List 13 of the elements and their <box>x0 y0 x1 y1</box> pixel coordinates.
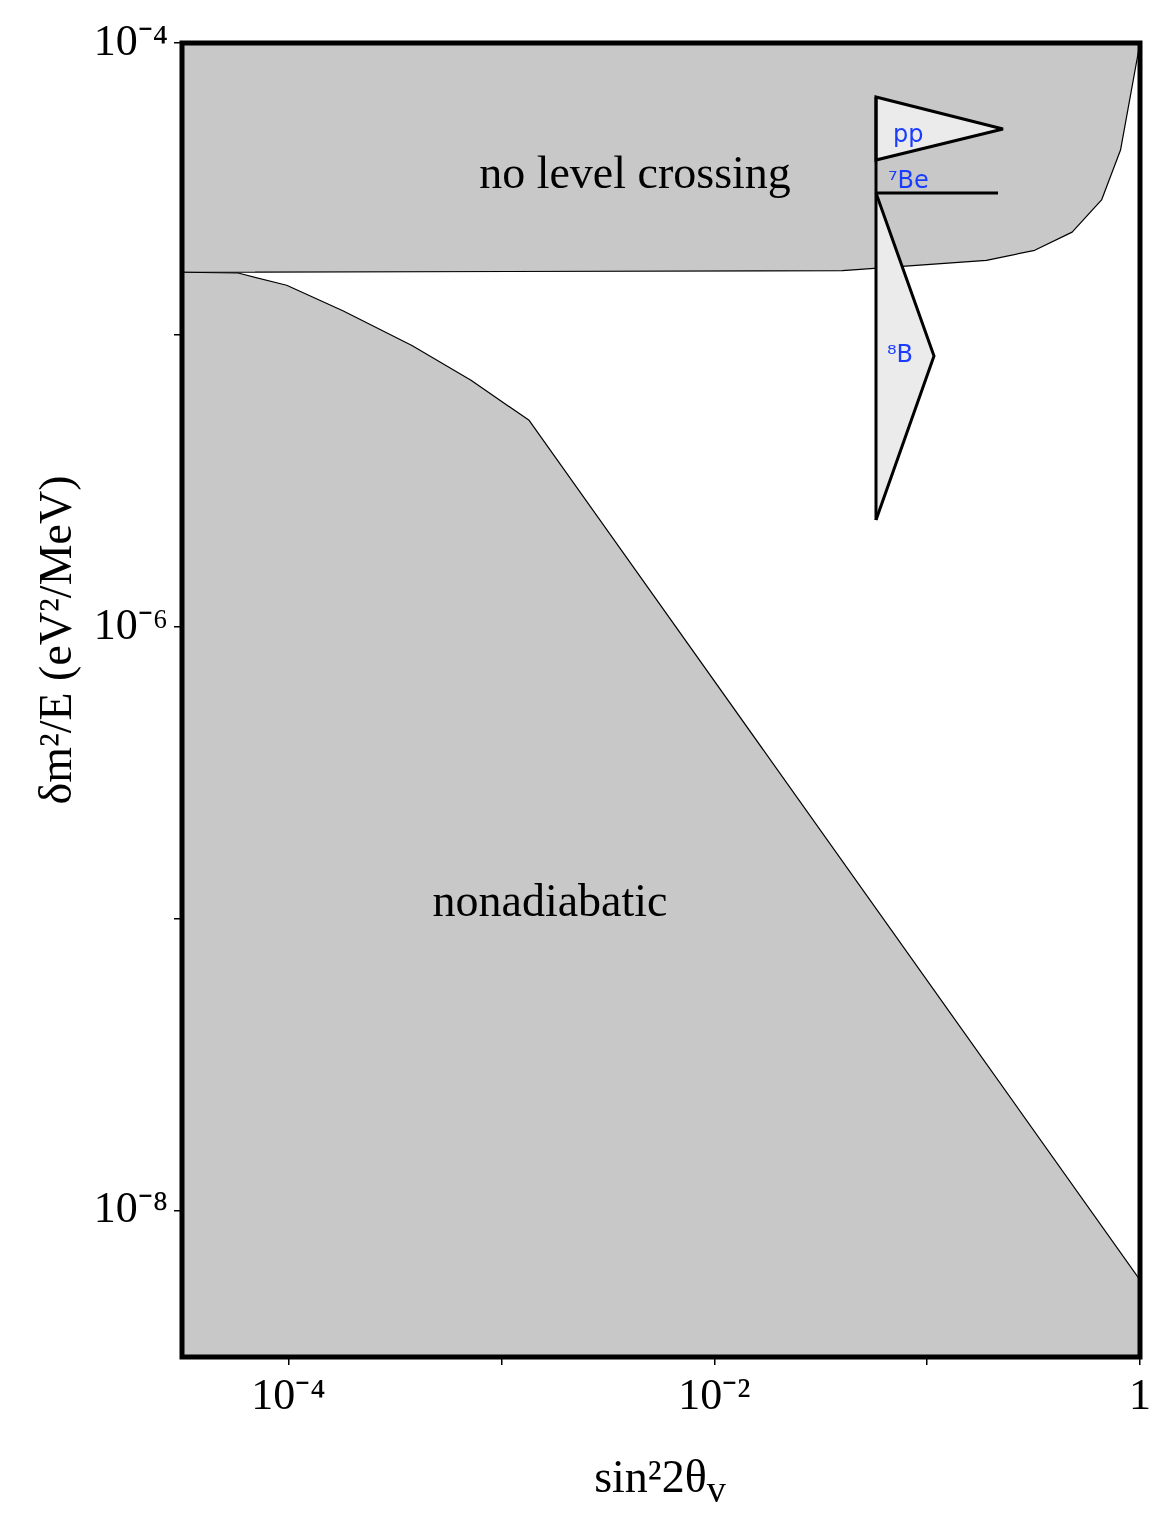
annotation: ⁸B <box>887 340 914 368</box>
annotation: nonadiabatic <box>432 873 668 927</box>
x-tick-label: 10⁻⁴ <box>251 1369 326 1419</box>
x-axis-title: sin²2θ$_{v}$ <box>594 1450 726 1512</box>
x-tick-label: 10⁻² <box>678 1369 751 1419</box>
annotation: pp <box>893 120 924 148</box>
x-tick-label: 1 <box>1129 1369 1151 1419</box>
y-tick-label: 10⁻⁸ <box>93 1183 168 1233</box>
y-axis-title: δm²/E (eV²/MeV) <box>28 475 82 805</box>
y-tick-label: 10⁻⁴ <box>93 15 168 65</box>
y-tick-label: 10⁻⁶ <box>93 599 168 649</box>
annotation: no level crossing <box>479 145 791 199</box>
annotation: ⁷Be <box>888 166 929 194</box>
